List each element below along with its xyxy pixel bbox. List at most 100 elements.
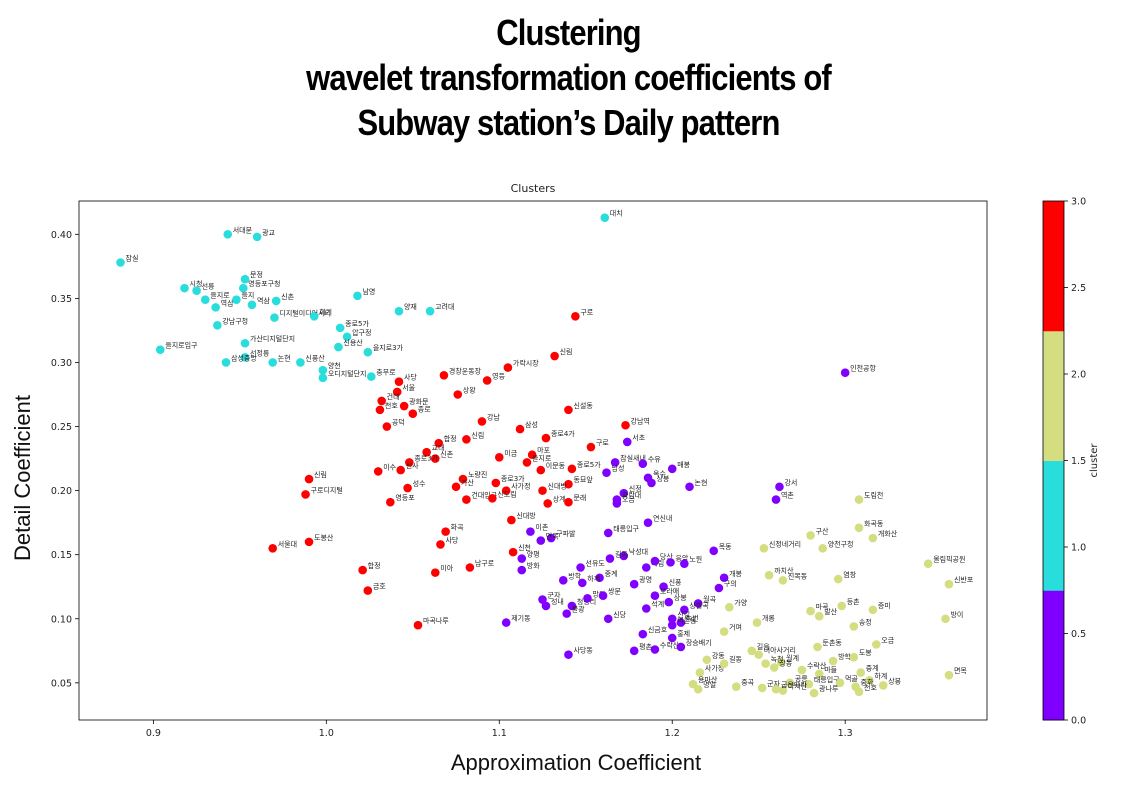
title-line-2: wavelet transformation coefficients of [306, 57, 832, 98]
point-label: 하계 [587, 574, 600, 583]
data-point [192, 286, 201, 296]
data-point [538, 486, 547, 495]
point-label: 신길 [677, 610, 690, 619]
point-label: 종로5가 [345, 319, 369, 328]
data-point [405, 458, 414, 467]
data-point [399, 401, 409, 411]
point-label: 오금 [622, 495, 635, 503]
point-label: 건대입구 [471, 491, 497, 500]
data-point [439, 370, 449, 380]
data-point [641, 604, 651, 613]
data-point [567, 464, 577, 474]
point-label: 신촌 [281, 292, 294, 301]
point-label: 서울대 [278, 539, 297, 548]
data-point [451, 482, 461, 492]
point-label: 금호 [373, 583, 386, 591]
point-label: 가산디지털단지 [250, 334, 295, 343]
data-point [771, 495, 781, 504]
point-label: 구산 [816, 526, 829, 535]
point-label: 선릉 [202, 282, 215, 291]
data-point [517, 565, 527, 575]
data-point [719, 659, 729, 668]
data-point [501, 486, 511, 495]
data-point [814, 611, 824, 621]
x-axis-label: Approximation Coefficient [450, 750, 702, 775]
point-label: 광명 [639, 575, 652, 584]
point-label: 종로4가 [551, 429, 575, 438]
data-point [667, 464, 677, 474]
point-label: 가산 [461, 478, 474, 487]
point-label: 남구로 [475, 559, 495, 568]
data-point [536, 465, 546, 475]
point-label: 인천공항 [850, 364, 876, 373]
data-point [752, 618, 762, 627]
point-label: 상봉 [888, 676, 901, 685]
data-point [465, 563, 475, 572]
point-label: 길음 [757, 643, 770, 651]
point-label: 이문동 [546, 461, 566, 470]
point-label: 신정 [629, 484, 642, 493]
y-tick-label: 0.35 [51, 294, 72, 305]
data-point [268, 543, 278, 553]
title-line-1: Clustering [496, 12, 641, 53]
data-point [458, 474, 468, 484]
point-label: 수락산 [660, 641, 680, 650]
point-label: 군자 [548, 591, 561, 600]
point-label: 길동 [729, 656, 742, 664]
point-label: 수유 [648, 456, 661, 464]
data-point [334, 342, 343, 352]
data-point [757, 683, 767, 693]
data-point [353, 291, 362, 301]
data-point [408, 409, 418, 419]
point-label: 상봉 [674, 593, 687, 602]
data-point [695, 668, 705, 677]
data-point [517, 554, 527, 563]
data-point [643, 518, 653, 527]
data-point [515, 424, 525, 434]
point-label: 보라매 [660, 587, 679, 596]
point-label: 잠실새내 [620, 453, 646, 462]
point-label: 양천 [328, 361, 341, 370]
data-point [564, 650, 573, 659]
point-label: 상계 [553, 494, 566, 503]
data-point [536, 536, 546, 545]
data-point [491, 478, 501, 488]
point-label: 상왕 [463, 386, 476, 395]
point-label: 미아사거리 [764, 646, 796, 655]
data-point [392, 387, 402, 397]
y-axis: 0.05 0.10 0.15 0.20 0.25 0.30 0.35 0.40 [51, 230, 79, 689]
point-label: 서대문 [233, 225, 253, 234]
data-point [676, 618, 686, 627]
point-label: 목동 [719, 543, 732, 551]
point-label: 용마산 [698, 675, 718, 684]
data-point [422, 447, 431, 457]
point-label: 신림 [560, 347, 573, 356]
point-label: 방이 [950, 610, 963, 619]
point-label: 길동 [615, 551, 628, 559]
x-tick-label: 1.2 [665, 728, 680, 739]
data-point [629, 579, 639, 589]
data-point [538, 595, 547, 604]
point-label: 서초 [632, 433, 645, 442]
point-label: 영등포 [395, 493, 415, 502]
point-label: 역삼 [257, 296, 270, 305]
data-point [797, 665, 807, 675]
point-label: 마곡나루 [423, 616, 449, 625]
data-point [650, 556, 660, 566]
point-label: 석계 [651, 600, 664, 609]
data-point [835, 678, 845, 688]
data-point [564, 479, 573, 489]
point-label: 마포 [537, 446, 550, 455]
data-point [719, 627, 729, 636]
data-point [477, 417, 487, 426]
data-point [221, 358, 231, 367]
point-label: 사당 [445, 535, 458, 544]
point-label: 문래 [573, 493, 586, 502]
y-tick-label: 0.30 [51, 358, 72, 369]
data-point [619, 488, 629, 498]
point-label: 양천구청 [828, 539, 854, 548]
y-tick-label: 0.20 [51, 486, 72, 497]
data-point [375, 405, 385, 415]
point-label: 미아 [440, 564, 453, 573]
point-label: 쌍문 [608, 587, 621, 596]
